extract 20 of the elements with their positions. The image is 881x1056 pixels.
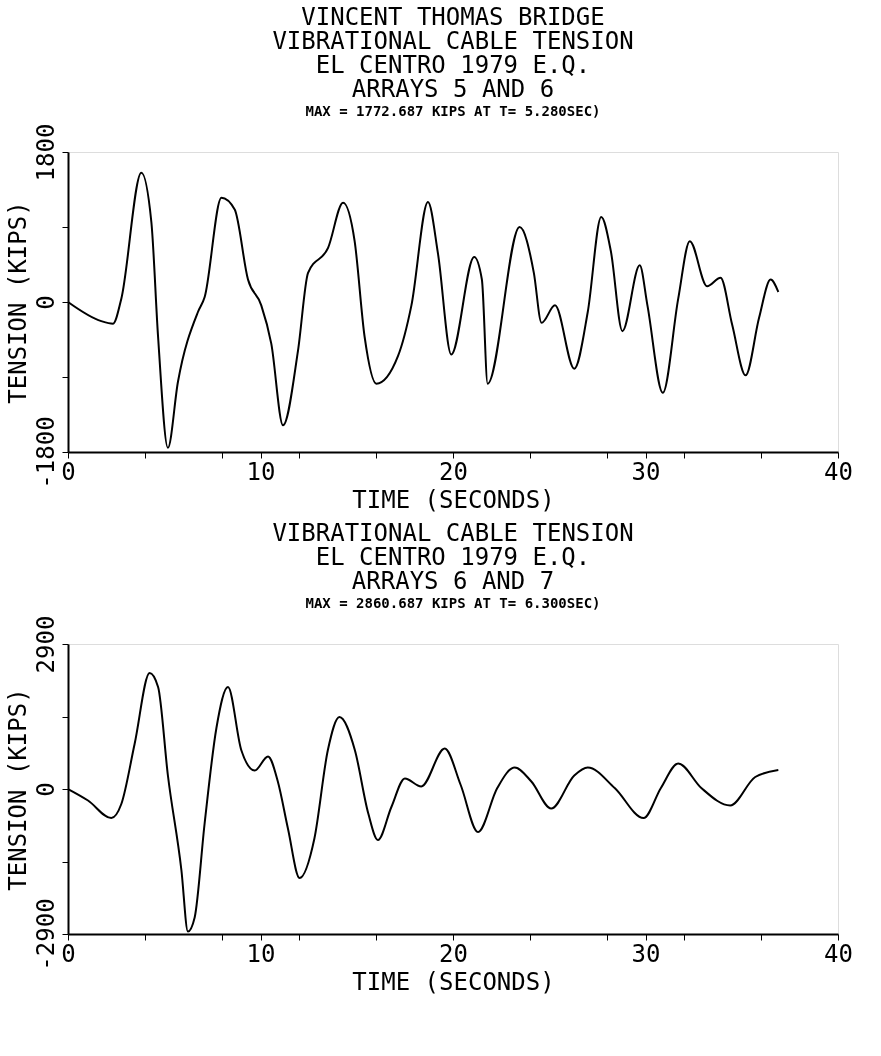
- x-tick-label: 20: [439, 457, 468, 486]
- x-tick-label: 10: [246, 457, 276, 486]
- y-tick-label: -1800: [31, 416, 60, 489]
- x-tick-label: 40: [824, 939, 853, 968]
- y-tick-label: 0: [31, 782, 60, 797]
- x-tick-label: 10: [246, 939, 276, 968]
- x-tick-label: 30: [631, 939, 661, 968]
- y-tick-label: -2900: [31, 898, 60, 971]
- x-tick-label: 40: [824, 457, 853, 486]
- x-axis-title: TIME (SECONDS): [352, 967, 555, 996]
- y-tick-label: 1800: [31, 123, 60, 182]
- y-tick-label: 2900: [31, 615, 60, 674]
- y-tick-label: 0: [31, 295, 60, 310]
- chart-subtitle: MAX = 1772.687 KIPS AT T= 5.280SEC): [305, 103, 601, 120]
- y-axis-title: TENSION (KIPS): [3, 688, 32, 891]
- chart-subtitle: MAX = 2860.687 KIPS AT T= 6.300SEC): [305, 595, 601, 612]
- x-axis-title: TIME (SECONDS): [352, 485, 555, 514]
- x-tick-label: 20: [439, 939, 468, 968]
- x-tick-label: 30: [631, 457, 661, 486]
- y-axis-title: TENSION (KIPS): [3, 201, 32, 404]
